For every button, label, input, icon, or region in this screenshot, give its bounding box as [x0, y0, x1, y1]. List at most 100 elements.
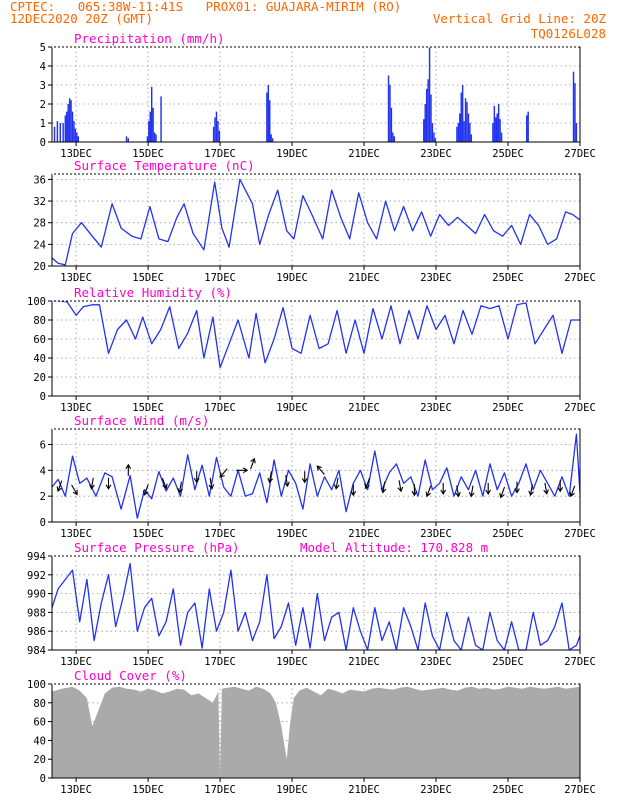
precip-bar	[457, 123, 460, 142]
wind-arrow	[455, 485, 461, 498]
wind-arrow	[125, 463, 132, 476]
precip-bar	[470, 134, 473, 142]
precip-bar	[73, 121, 75, 142]
precip-bar	[526, 115, 528, 142]
precip-bar	[459, 113, 461, 142]
wind-xtick-label: 19DEC	[276, 528, 308, 540]
precip-bar	[62, 123, 64, 142]
cloud-xtick-label: 15DEC	[132, 784, 164, 796]
pressure-xtick-label: 21DEC	[348, 656, 380, 668]
precip-bar	[218, 130, 221, 142]
pressure-xtick-label: 25DEC	[492, 656, 524, 668]
precip-bar	[269, 100, 271, 142]
temp-title: Surface Temperature (nC)	[74, 158, 255, 173]
wind-arrow	[499, 486, 506, 499]
precip-bar	[214, 117, 216, 142]
header-model-id: TQ0126L028	[530, 26, 606, 41]
wind-arrow	[333, 477, 340, 490]
wind-xtick-label: 27DEC	[564, 528, 596, 540]
precip-bar	[149, 111, 151, 142]
precip-bar	[434, 138, 437, 142]
cloud-xtick-label: 27DEC	[564, 784, 596, 796]
cloud-ytick-label: 40	[33, 735, 46, 747]
precip-bar	[155, 134, 157, 142]
rh-xtick-label: 25DEC	[492, 402, 524, 414]
rh-ytick-label: 20	[33, 372, 46, 384]
precip-bar	[424, 104, 426, 142]
wind-arrow	[89, 477, 95, 490]
wind-arrow	[543, 482, 549, 495]
precip-xtick-label: 27DEC	[564, 148, 596, 160]
precip-bar	[572, 71, 575, 142]
precip-bar	[499, 119, 501, 142]
rh-ytick-label: 100	[27, 296, 46, 308]
precip-bar	[461, 85, 464, 142]
wind-arrow	[71, 484, 78, 496]
wind-ytick-label: 2	[40, 491, 46, 503]
wind-arrow	[267, 471, 274, 484]
wind-arrow	[350, 484, 357, 497]
precip-bar	[271, 138, 274, 142]
wind-arrow	[528, 484, 534, 497]
temp-xtick-label: 23DEC	[420, 272, 452, 284]
temp-xtick-label: 19DEC	[276, 272, 308, 284]
rh-ytick-label: 60	[33, 334, 46, 346]
wind-arrow	[142, 484, 149, 496]
wind-arrow	[569, 485, 576, 498]
precip-bar	[497, 104, 500, 142]
pressure-line	[51, 562, 581, 651]
wind-title: Surface Wind (m/s)	[74, 413, 209, 428]
wind-xtick-label: 23DEC	[420, 528, 452, 540]
rh-xtick-label: 21DEC	[348, 402, 380, 414]
precip-bar	[59, 123, 61, 142]
wind-arrow	[557, 480, 564, 493]
precip-bar	[152, 107, 154, 142]
precip-ytick-label: 2	[40, 99, 46, 111]
pressure-ytick-label: 992	[27, 570, 46, 582]
precip-bar	[433, 132, 435, 142]
rh-ytick-label: 0	[40, 391, 46, 403]
pressure-xtick-label: 13DEC	[60, 656, 92, 668]
precip-bar	[74, 128, 77, 142]
precip-bar	[125, 136, 128, 142]
precip-ytick-label: 3	[40, 80, 46, 92]
precip-title: Precipitation (mm/h)	[74, 31, 225, 46]
cloud-xtick-label: 25DEC	[492, 784, 524, 796]
pressure-xtick-label: 17DEC	[204, 656, 236, 668]
rh-frame	[51, 300, 581, 397]
precip-bar	[64, 115, 67, 142]
precip-bar	[153, 132, 156, 142]
wind-arrow	[485, 482, 492, 495]
precip-bar	[77, 136, 79, 142]
pressure-ytick-label: 994	[27, 551, 46, 563]
pressure-ytick-label: 990	[27, 589, 46, 601]
precip-xtick-label: 19DEC	[276, 148, 308, 160]
temp-ytick-label: 32	[33, 196, 46, 208]
pressure-ytick-label: 986	[27, 626, 46, 638]
precip-bar	[430, 94, 432, 142]
wind-ytick-label: 0	[40, 517, 46, 529]
temp-frame	[51, 173, 581, 267]
wind-line	[51, 433, 581, 519]
header-run-time: 12DEC2020 20Z (GMT)	[10, 11, 153, 26]
rh-xtick-label: 17DEC	[204, 402, 236, 414]
wind-xtick-label: 17DEC	[204, 528, 236, 540]
precip-bar	[456, 126, 458, 142]
precip-bar	[500, 132, 503, 142]
precip-bar	[467, 113, 470, 142]
precip-bar	[423, 119, 425, 142]
cloud-xtick-label: 23DEC	[420, 784, 452, 796]
wind-arrow	[425, 485, 432, 498]
precip-bar	[463, 121, 465, 142]
temp-ytick-label: 24	[33, 239, 46, 251]
rh-ytick-label: 40	[33, 353, 46, 365]
precip-bar	[66, 111, 68, 142]
cloud-xtick-label: 21DEC	[348, 784, 380, 796]
pressure-ytick-label: 984	[27, 645, 46, 657]
wind-xtick-label: 21DEC	[348, 528, 380, 540]
precip-ytick-label: 5	[40, 42, 46, 54]
cloud-ytick-label: 80	[33, 698, 46, 710]
cloud-title: Cloud Cover (%)	[74, 668, 187, 683]
precip-xtick-label: 15DEC	[132, 148, 164, 160]
